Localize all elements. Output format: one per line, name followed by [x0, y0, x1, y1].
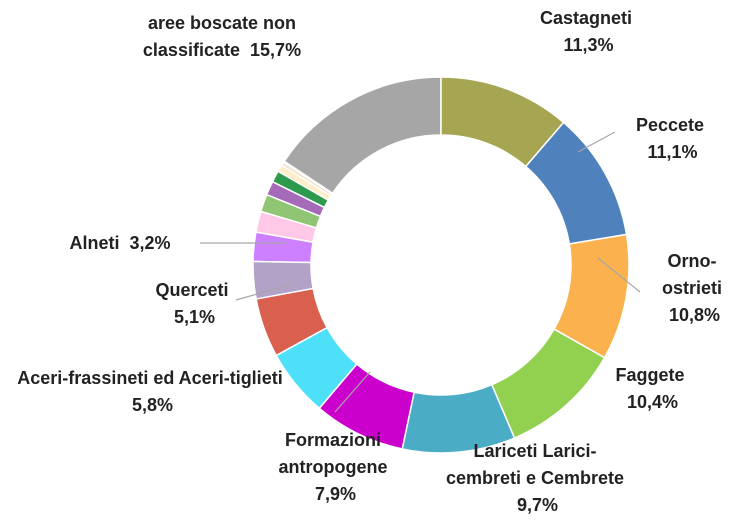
slice: [259, 193, 322, 229]
slice: [524, 121, 628, 245]
slice-label: Peccete 11,1%: [620, 112, 720, 166]
slice: [252, 231, 314, 264]
value-label: 10,8%: [668, 305, 721, 325]
slice-label: Alneti 3,2%: [30, 230, 210, 257]
slice: [252, 260, 315, 300]
leader-line: [235, 283, 293, 301]
value-label: 11,1%: [647, 142, 698, 162]
slice-label: Querceti 5,1%: [142, 277, 242, 331]
slice-label: Formazioni antropogene 7,9%: [263, 427, 403, 508]
slice: [440, 76, 565, 168]
slice-label: Lariceti Larici-cembreti e Cembrete 9,7%: [440, 438, 630, 519]
slice-label: Orno-ostrieti 10,8%: [657, 248, 727, 329]
value-label: 5,1%: [174, 307, 216, 327]
category-label: Alneti: [69, 233, 120, 253]
slice: [283, 76, 442, 195]
slice: [401, 383, 516, 454]
category-label: Formazioni antropogene: [278, 430, 388, 477]
slice: [318, 363, 416, 450]
category-label: Castagneti: [539, 8, 633, 28]
leader-line: [597, 257, 641, 293]
slice: [255, 287, 329, 357]
value-label: 3,2%: [129, 233, 171, 253]
category-label: Aceri-frassineti ed Aceri-tiglieti: [17, 368, 283, 388]
category-label: Lariceti Larici-cembreti e Cembrete: [445, 441, 625, 488]
value-label: 15,7%: [250, 40, 302, 60]
category-label: Peccete: [635, 115, 705, 135]
category-label: Orno-ostrieti: [661, 251, 722, 298]
value-label: 10,4%: [626, 392, 679, 412]
category-label: aree boscate non classificate: [142, 13, 297, 60]
slice: [490, 328, 606, 439]
category-label: Querceti: [155, 280, 229, 300]
slice: [265, 180, 326, 218]
value-label: 5,8%: [132, 395, 174, 415]
slice-label: Castagneti 11,3%: [516, 5, 656, 59]
slice: [553, 233, 630, 359]
leader-line: [334, 371, 371, 413]
leader-line: [577, 131, 616, 153]
slice: [275, 326, 358, 410]
category-label: Faggete: [615, 365, 685, 385]
value-label: 11,3%: [563, 35, 614, 55]
slice-label: aree boscate non classificate 15,7%: [117, 10, 327, 64]
value-label: 7,9%: [315, 484, 357, 504]
leader-lines: [200, 131, 641, 413]
slice-label: Faggete 10,4%: [595, 362, 705, 416]
slice-label: Aceri-frassineti ed Aceri-tiglieti 5,8%: [5, 365, 295, 419]
value-label: 9,7%: [517, 495, 559, 515]
